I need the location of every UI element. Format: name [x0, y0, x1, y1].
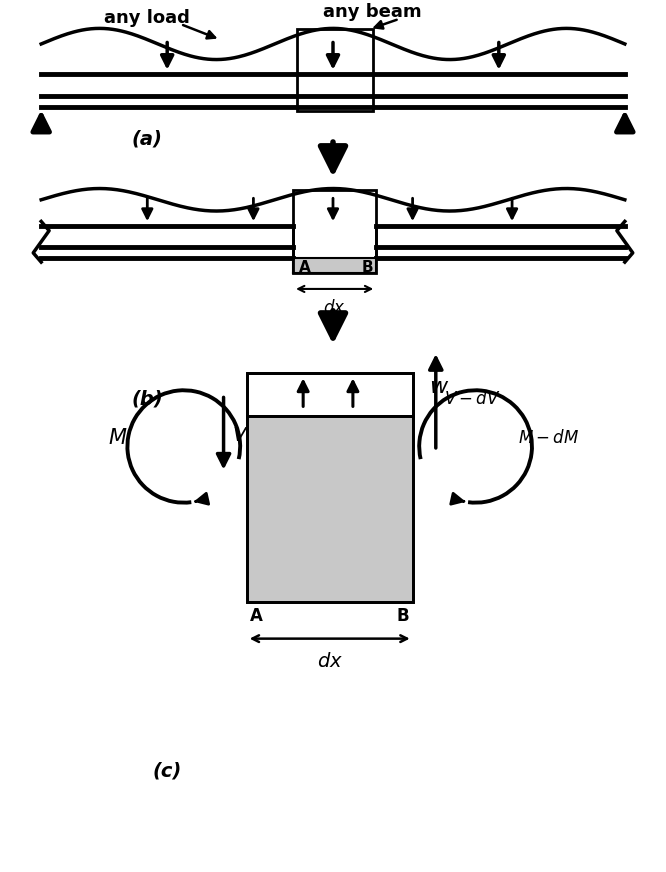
- Text: $dx$: $dx$: [316, 651, 343, 671]
- Text: any beam: any beam: [324, 3, 422, 21]
- Text: B: B: [361, 261, 373, 276]
- Bar: [293, 258, 376, 273]
- Bar: [293, 190, 376, 273]
- Text: $dx$: $dx$: [324, 299, 346, 317]
- Text: any load: any load: [105, 9, 190, 27]
- Text: $M$: $M$: [108, 428, 127, 448]
- Bar: [376, 226, 625, 258]
- Bar: [247, 373, 412, 603]
- Bar: [41, 226, 293, 258]
- Text: (c): (c): [153, 761, 182, 780]
- Bar: [296, 30, 373, 111]
- Text: B: B: [397, 607, 410, 624]
- Bar: [41, 74, 625, 107]
- Text: $V - dV$: $V - dV$: [444, 390, 500, 408]
- Text: $V$: $V$: [232, 426, 248, 445]
- Text: (b): (b): [131, 390, 163, 408]
- Bar: [247, 373, 412, 416]
- Text: $w$: $w$: [429, 378, 450, 398]
- Text: (a): (a): [132, 130, 163, 149]
- Text: A: A: [250, 607, 263, 624]
- Text: A: A: [298, 261, 310, 276]
- Bar: [247, 416, 412, 603]
- Text: $M - dM$: $M - dM$: [518, 429, 579, 446]
